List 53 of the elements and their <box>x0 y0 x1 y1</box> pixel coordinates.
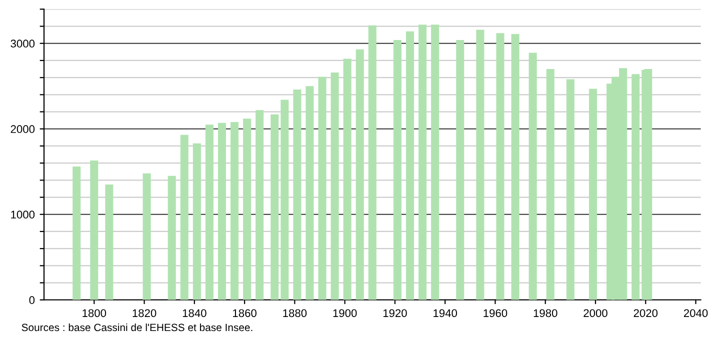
bar <box>356 49 364 300</box>
x-tick-label: 1980 <box>534 309 558 318</box>
bar <box>588 88 597 300</box>
x-tick-label: 1860 <box>233 309 256 318</box>
bar <box>243 118 252 300</box>
bar <box>293 90 302 300</box>
x-tick-label: 1960 <box>484 309 508 318</box>
bar <box>256 110 264 300</box>
bar <box>511 34 520 300</box>
x-tick-label: 2020 <box>634 309 658 318</box>
bar <box>632 74 640 300</box>
bar <box>476 30 484 300</box>
x-tick-label: 2000 <box>584 309 608 318</box>
bar <box>142 173 151 300</box>
bar <box>230 122 239 300</box>
bar <box>418 24 427 300</box>
bar <box>496 33 504 300</box>
bar <box>566 79 574 300</box>
bar <box>343 58 352 300</box>
bar <box>431 24 440 300</box>
x-tick-label: 1900 <box>333 309 357 318</box>
bar <box>318 76 326 300</box>
bar <box>90 160 98 300</box>
bar <box>205 124 214 300</box>
bar <box>270 114 279 300</box>
bar <box>218 122 226 300</box>
y-tick-label: 0 <box>29 296 35 304</box>
bar <box>168 176 176 300</box>
bar <box>644 69 652 300</box>
bar <box>368 25 376 300</box>
bar <box>180 134 188 300</box>
x-tick-label: 1800 <box>82 309 106 318</box>
bar <box>456 40 464 300</box>
x-tick-label: 1940 <box>434 309 458 318</box>
x-tick-label: 1880 <box>283 309 307 318</box>
bar <box>393 40 402 300</box>
bar <box>105 184 114 300</box>
bar <box>72 166 81 300</box>
bar <box>546 69 554 300</box>
source-note: Sources : base Cassini de l'EHESS et base Insee. <box>22 323 252 332</box>
x-tick-label: 1840 <box>182 309 206 318</box>
bar <box>192 143 201 300</box>
y-tick-label: 1000 <box>11 210 35 219</box>
x-tick-label: 2040 <box>684 309 708 318</box>
bar <box>528 52 537 300</box>
bar <box>306 86 314 300</box>
y-tick-label: 3000 <box>10 40 35 48</box>
x-tick-label: 1820 <box>132 309 156 318</box>
bar <box>330 72 339 300</box>
x-tick-label: 1920 <box>383 309 407 318</box>
bar <box>280 100 289 300</box>
bar <box>406 31 414 300</box>
y-tick-label: 2000 <box>10 125 35 134</box>
